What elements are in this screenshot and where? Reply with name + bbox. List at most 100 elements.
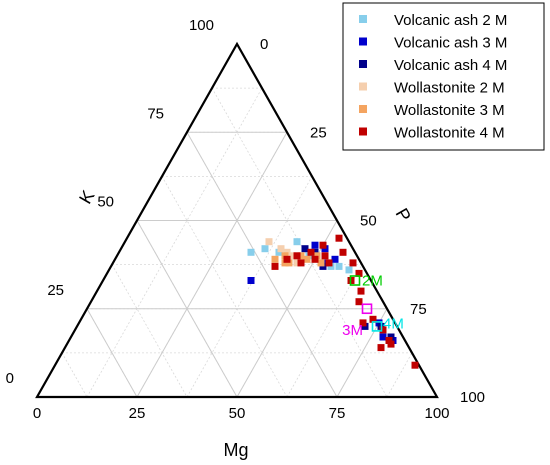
point-series-6 [307,248,315,256]
point-series-4 [289,252,297,260]
point-series-1 [275,248,283,256]
point-series-5 [281,252,289,260]
axis-title-mg: Mg [223,440,248,460]
legend-label: Wollastonite 3 M [394,102,505,119]
point-series-5 [317,259,325,267]
legend-box [342,2,545,151]
point-series-2 [247,277,255,284]
triangle-frame [35,41,439,399]
point-series-6 [311,255,319,263]
point-series-6 [387,340,395,348]
marker-3m [361,303,373,315]
point-series-4 [277,245,285,253]
legend-label: Volcanic ash 4 M [394,57,507,74]
point-series-5 [297,252,305,260]
legend-swatch [359,60,367,68]
point-series-6 [379,326,387,334]
point-series-6 [339,248,347,256]
legend-swatch [359,127,367,136]
point-series-2 [331,255,339,263]
mean-markers: 2M 3M 4M [342,273,404,339]
tick-label-mg: 50 [229,405,246,422]
point-series-1 [293,238,301,246]
legend-label: Wollastonite 4 M [394,125,505,142]
tick-label-p: 0 [260,36,268,53]
point-series-6 [369,315,377,323]
grid-lines [61,87,413,398]
point-series-5 [303,255,311,263]
grid-line [186,176,313,398]
grid-line [286,264,363,398]
marker-2m [349,275,361,286]
tick-labels: 0 100 100 25 75 75 50 50 50 75 25 25 100 0 0 [6,17,485,422]
point-series-6 [349,259,357,267]
legend-label: Volcanic ash 3 M [394,35,507,52]
grid-line [111,264,188,398]
point-series-6 [297,259,305,267]
legend: Volcanic ash 2 M Volcanic ash 3 M Volcanic… [342,2,545,151]
grid-line-major [136,220,238,398]
point-series-3 [301,245,309,253]
legend-swatch [359,37,367,46]
tick-label-mg: 75 [329,405,346,422]
tick-label-k: 100 [189,17,214,34]
tick-label-k: 75 [147,105,164,122]
grid-line-major [186,132,338,398]
tick-label-p: 75 [410,301,427,318]
point-series-5 [313,252,321,260]
point-series-4 [293,259,301,267]
tick-label-mg: 25 [129,405,146,422]
axis-title-k: K [75,187,98,207]
grid-line [161,176,288,398]
tick-label-p: 25 [310,124,327,141]
data-points [247,234,419,369]
legend-label: Wollastonite 2 M [394,80,505,97]
grid-line [86,87,263,398]
grid-line-major [136,132,288,398]
point-series-2 [379,333,387,341]
marker-label-3m: 3M [342,322,363,339]
triangle-outline [35,41,439,399]
point-series-6 [377,344,385,352]
tick-label-k: 25 [47,282,64,299]
tick-label-p: 100 [460,389,485,406]
legend-swatch [359,15,367,23]
point-series-1 [247,248,255,256]
point-series-6 [283,255,291,263]
grid-line-major [86,308,138,398]
point-series-1 [345,266,353,274]
point-series-6 [293,252,301,260]
point-series-6 [325,259,333,267]
point-series-6 [271,262,279,270]
tick-label-mg: 100 [424,405,449,422]
point-series-1 [335,262,343,270]
tick-label-k: 0 [6,370,14,387]
point-series-6 [357,287,365,295]
point-series-6 [359,319,367,327]
point-series-1 [261,245,269,253]
point-series-6 [411,361,419,369]
legend-label: Volcanic ash 2 M [394,12,507,29]
point-series-6 [321,252,329,260]
point-series-6 [355,269,363,277]
point-series-5 [285,259,293,267]
legend-swatch [359,105,367,113]
point-series-6 [385,337,393,344]
tick-label-k: 50 [97,194,114,211]
grid-line [61,352,88,398]
tick-label-mg: 0 [33,405,41,422]
legend-swatch [359,82,367,91]
grid-line [386,352,413,398]
point-series-5 [281,259,289,267]
tick-label-p: 50 [360,213,377,230]
point-series-6 [355,298,363,306]
grid-line-major [236,220,338,398]
point-series-5 [271,255,279,263]
point-series-4 [265,238,273,246]
point-series-2 [311,241,319,249]
axis-title-p: P [392,205,415,225]
marker-label-4m: 4M [383,315,404,332]
marker-4m [371,321,383,332]
point-series-6 [335,234,343,242]
